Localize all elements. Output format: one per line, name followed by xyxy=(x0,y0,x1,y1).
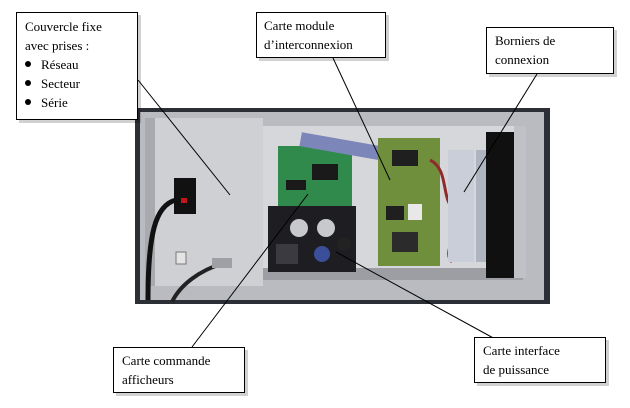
callout-couvercle: Couvercle fixe avec prises : Réseau Sect… xyxy=(16,12,138,120)
capacitor-4 xyxy=(337,237,351,251)
module-chip-1 xyxy=(392,150,418,166)
module-chip-3 xyxy=(392,232,418,252)
module-connector xyxy=(408,204,422,220)
capacitor-3 xyxy=(314,246,330,262)
serial-connector xyxy=(212,258,232,268)
din-rail xyxy=(486,132,514,278)
commande-chip xyxy=(312,164,338,180)
callout-module: Carte module d’interconnexion xyxy=(256,12,386,58)
mains-socket xyxy=(174,178,196,214)
borniers-line1: Borniers de xyxy=(495,31,605,50)
terminal-block-left xyxy=(448,150,474,262)
module-line1: Carte module xyxy=(264,16,378,35)
module-line2: d’interconnexion xyxy=(264,35,378,54)
borniers-line2: connexion xyxy=(495,50,605,69)
terminal-block-right xyxy=(476,150,486,262)
callout-commande: Carte commande afficheurs xyxy=(113,347,245,393)
module-chip-2 xyxy=(386,206,404,220)
interface-line1: Carte interface xyxy=(483,341,597,360)
callout-interface: Carte interface de puissance xyxy=(474,337,606,383)
relay xyxy=(276,244,298,264)
socket-led xyxy=(181,198,187,203)
capacitor-1 xyxy=(290,219,308,237)
commande-chip-2 xyxy=(286,180,306,190)
callout-borniers: Borniers de connexion xyxy=(486,27,614,74)
side-rail xyxy=(514,126,526,278)
interface-line2: de puissance xyxy=(483,360,597,379)
couvercle-title-line1: Couvercle fixe xyxy=(25,17,129,36)
commande-line2: afficheurs xyxy=(122,370,236,389)
couvercle-list: Réseau Secteur Série xyxy=(25,55,129,112)
list-item-reseau: Réseau xyxy=(25,55,129,74)
capacitor-2 xyxy=(317,219,335,237)
commande-line1: Carte commande xyxy=(122,351,236,370)
couvercle-title-line2: avec prises : xyxy=(25,36,129,55)
list-item-secteur: Secteur xyxy=(25,74,129,93)
network-jack xyxy=(176,252,186,264)
lid-panel xyxy=(145,118,263,286)
list-item-serie: Série xyxy=(25,93,129,112)
